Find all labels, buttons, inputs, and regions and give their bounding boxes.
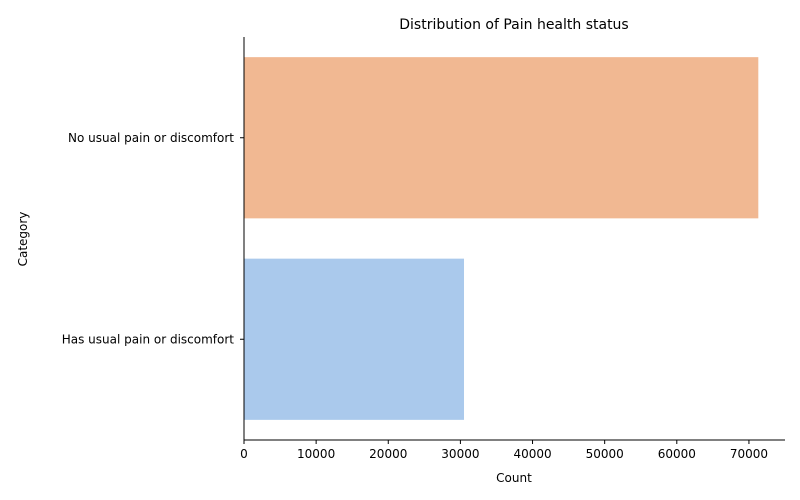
x-tick-label: 30000 <box>441 447 479 461</box>
x-tick-label: 10000 <box>297 447 335 461</box>
x-tick-label: 0 <box>240 447 248 461</box>
x-tick-label: 20000 <box>369 447 407 461</box>
x-tick-label: 70000 <box>730 447 768 461</box>
bars-group <box>244 57 758 420</box>
x-tick-label: 40000 <box>513 447 551 461</box>
bar-2 <box>244 259 464 420</box>
bar-1 <box>244 57 758 218</box>
chart-title: Distribution of Pain health status <box>399 17 628 33</box>
y-axis-ticks: No usual pain or discomfort Has usual pai… <box>62 131 244 347</box>
y-axis-label: Category <box>16 212 30 267</box>
y-tick-label: No usual pain or discomfort <box>68 131 234 145</box>
x-tick-label: 60000 <box>658 447 696 461</box>
x-axis-ticks: 0 10000 20000 30000 40000 50000 60000 70000 <box>240 440 768 461</box>
x-axis-label: Count <box>496 471 532 485</box>
y-tick-label: Has usual pain or discomfort <box>62 332 235 346</box>
x-tick-label: 50000 <box>586 447 624 461</box>
